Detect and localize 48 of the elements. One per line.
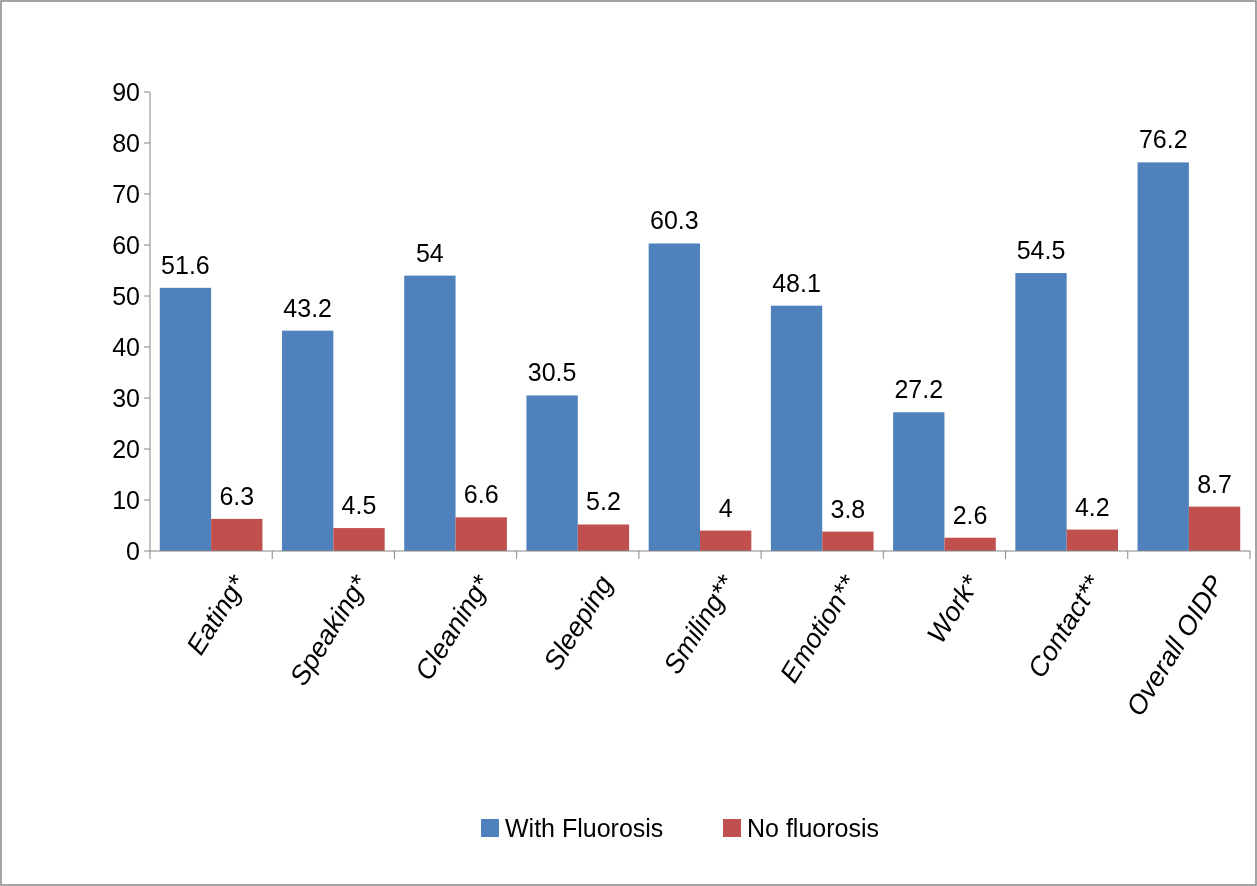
data-label: 60.3 [650,206,699,235]
data-label: 48.1 [772,268,821,297]
bar [211,518,263,551]
bar [1137,162,1189,551]
data-label: 3.8 [830,494,866,523]
bar [455,517,507,551]
bar [944,537,996,551]
bar [1015,273,1067,551]
bar [770,305,823,551]
y-tick-label: 70 [112,179,140,208]
y-tick-label: 40 [112,332,140,361]
data-label: 76.2 [1138,125,1188,154]
bar [577,524,630,551]
data-label: 5.2 [586,487,621,516]
data-label: 54 [415,238,444,267]
bar [333,528,385,551]
bar [1188,506,1241,551]
y-tick-label: 90 [112,77,140,106]
y-tick-label: 0 [126,536,140,565]
data-label: 6.3 [219,481,255,510]
data-label: 6.6 [463,480,499,509]
bar [822,531,874,551]
bar [700,530,752,551]
data-label: 30.5 [527,358,577,387]
bar [526,395,578,551]
data-label: 8.7 [1197,469,1232,498]
data-label: 43.2 [283,293,332,322]
data-label: 4.2 [1074,492,1110,521]
bar [159,287,212,551]
bar [404,275,456,551]
data-label: 51.6 [161,250,210,279]
data-label: 54.5 [1016,236,1066,265]
legend-label: With Fluorosis [505,813,664,842]
y-tick-label: 80 [112,128,140,157]
data-label: 4 [718,493,733,522]
y-tick-label: 50 [112,281,140,310]
bar [1066,529,1118,551]
y-tick-label: 60 [112,230,140,259]
bar [282,330,334,551]
data-label: 4.5 [341,491,377,520]
y-tick-label: 10 [112,485,140,514]
data-label: 27.2 [894,375,944,404]
y-tick-label: 30 [112,383,140,412]
bar [648,243,700,551]
data-label: 2.6 [952,500,988,529]
y-tick-label: 20 [112,434,140,463]
legend-label: No fluorosis [747,813,879,842]
bar [893,412,945,551]
